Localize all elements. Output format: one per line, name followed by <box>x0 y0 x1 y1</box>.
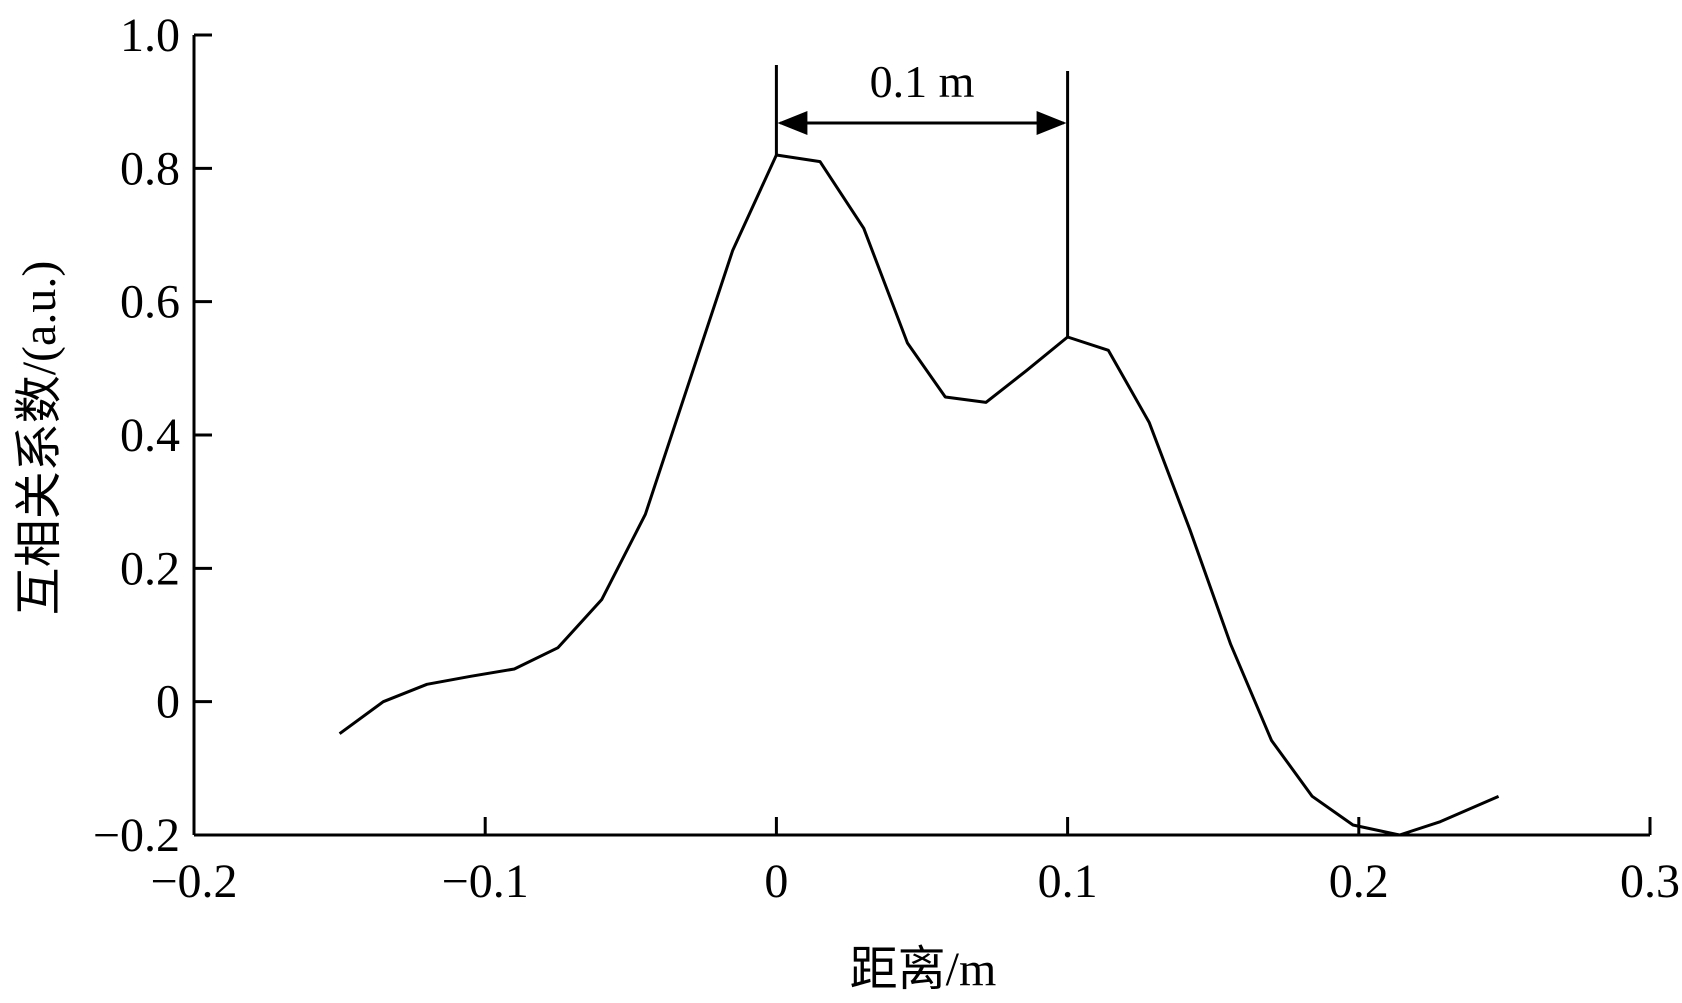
x-tick-label: −0.1 <box>442 855 529 908</box>
y-tick-label: 1.0 <box>120 9 180 62</box>
y-axis-ticks: −0.2 0 0.2 0.4 0.6 0.8 1.0 <box>93 9 212 862</box>
x-tick-label: 0.3 <box>1620 855 1680 908</box>
series-line-0 <box>338 153 1500 837</box>
x-axis-title: 距离/m <box>850 943 997 996</box>
x-tick-label: 0.2 <box>1329 855 1389 908</box>
y-tick-label: 0.8 <box>120 142 180 195</box>
y-axis-title: 互相关系数/(a.u.) <box>13 261 66 616</box>
x-tick-label: 0.1 <box>1038 855 1098 908</box>
y-tick-label: 0.2 <box>120 542 180 595</box>
x-tick-label: −0.2 <box>150 855 237 908</box>
y-tick-label: 0 <box>156 676 180 729</box>
annotation-label: 0.1 m <box>870 56 975 107</box>
annotation: 0.1 m <box>774 56 1070 337</box>
y-tick-label: 0.4 <box>120 409 180 462</box>
series-layer <box>338 153 1500 837</box>
plot-area <box>192 35 1650 837</box>
x-tick-label: 0 <box>764 855 788 908</box>
y-tick-label: 0.6 <box>120 276 180 329</box>
y-tick-label: −0.2 <box>93 809 180 862</box>
x-axis-ticks: −0.2 −0.1 0 0.1 0.2 0.3 <box>150 817 1680 908</box>
